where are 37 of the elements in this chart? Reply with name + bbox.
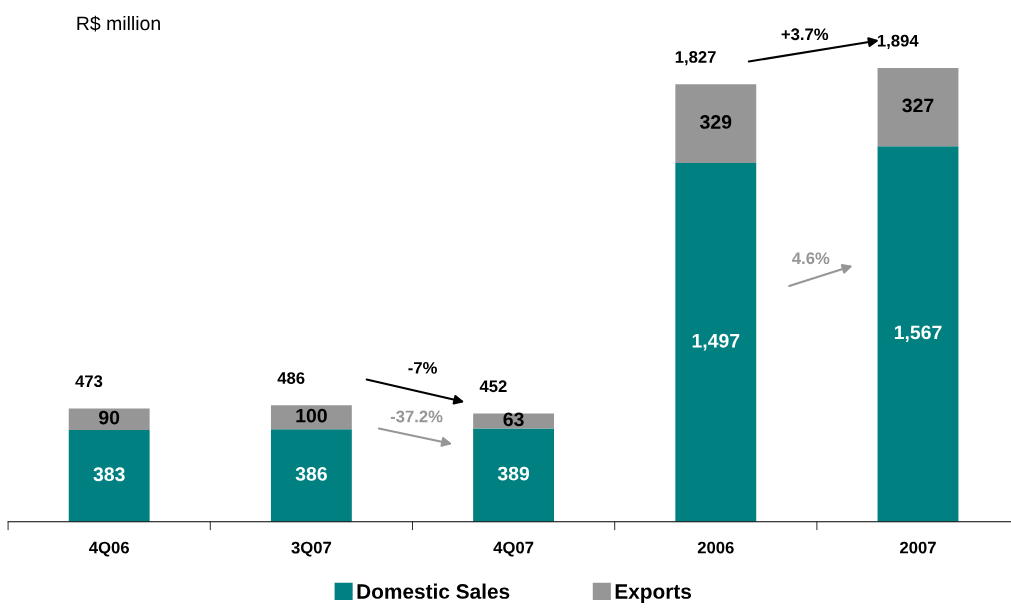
bar bbox=[68, 408, 150, 431]
annotation: 4.6% bbox=[792, 252, 830, 265]
annotation: -37.2% bbox=[390, 410, 443, 423]
bar bbox=[675, 84, 757, 164]
total-label: 452 bbox=[479, 380, 507, 393]
bar bbox=[68, 430, 150, 522]
bar bbox=[270, 429, 352, 522]
total-label: 486 bbox=[277, 372, 305, 384]
annotation: -7% bbox=[408, 362, 437, 374]
bar bbox=[473, 428, 555, 522]
bar bbox=[877, 146, 959, 522]
legend-label: Domestic Sales bbox=[357, 583, 510, 599]
x-tick-label: 3Q07 bbox=[291, 541, 332, 557]
data-label: 383 bbox=[93, 467, 125, 482]
x-tick-label: 2007 bbox=[900, 541, 936, 554]
bar bbox=[877, 67, 959, 147]
data-label: 100 bbox=[296, 408, 327, 423]
x-tick-label: 4Q07 bbox=[493, 541, 534, 557]
data-label: 1,567 bbox=[894, 325, 942, 343]
x-tick-label: 4Q06 bbox=[89, 541, 129, 557]
bar bbox=[473, 413, 555, 429]
bar bbox=[675, 163, 757, 522]
data-label: 63 bbox=[503, 412, 524, 427]
text: R$ million bbox=[77, 15, 160, 32]
legend-label: Exports bbox=[615, 584, 692, 603]
data-label: 90 bbox=[99, 410, 120, 425]
data-label: 389 bbox=[497, 466, 530, 481]
data-label: 327 bbox=[902, 98, 934, 113]
total-label: 1,894 bbox=[877, 34, 919, 49]
bar bbox=[270, 405, 352, 430]
total-label: 473 bbox=[75, 375, 103, 388]
text: +3.7% bbox=[781, 28, 829, 41]
x-tick-label: 2006 bbox=[697, 541, 734, 554]
data-label: 1,497 bbox=[692, 333, 740, 351]
data-label: 386 bbox=[295, 466, 327, 481]
data-label: 329 bbox=[700, 115, 732, 129]
total-label: 1,827 bbox=[675, 51, 716, 66]
